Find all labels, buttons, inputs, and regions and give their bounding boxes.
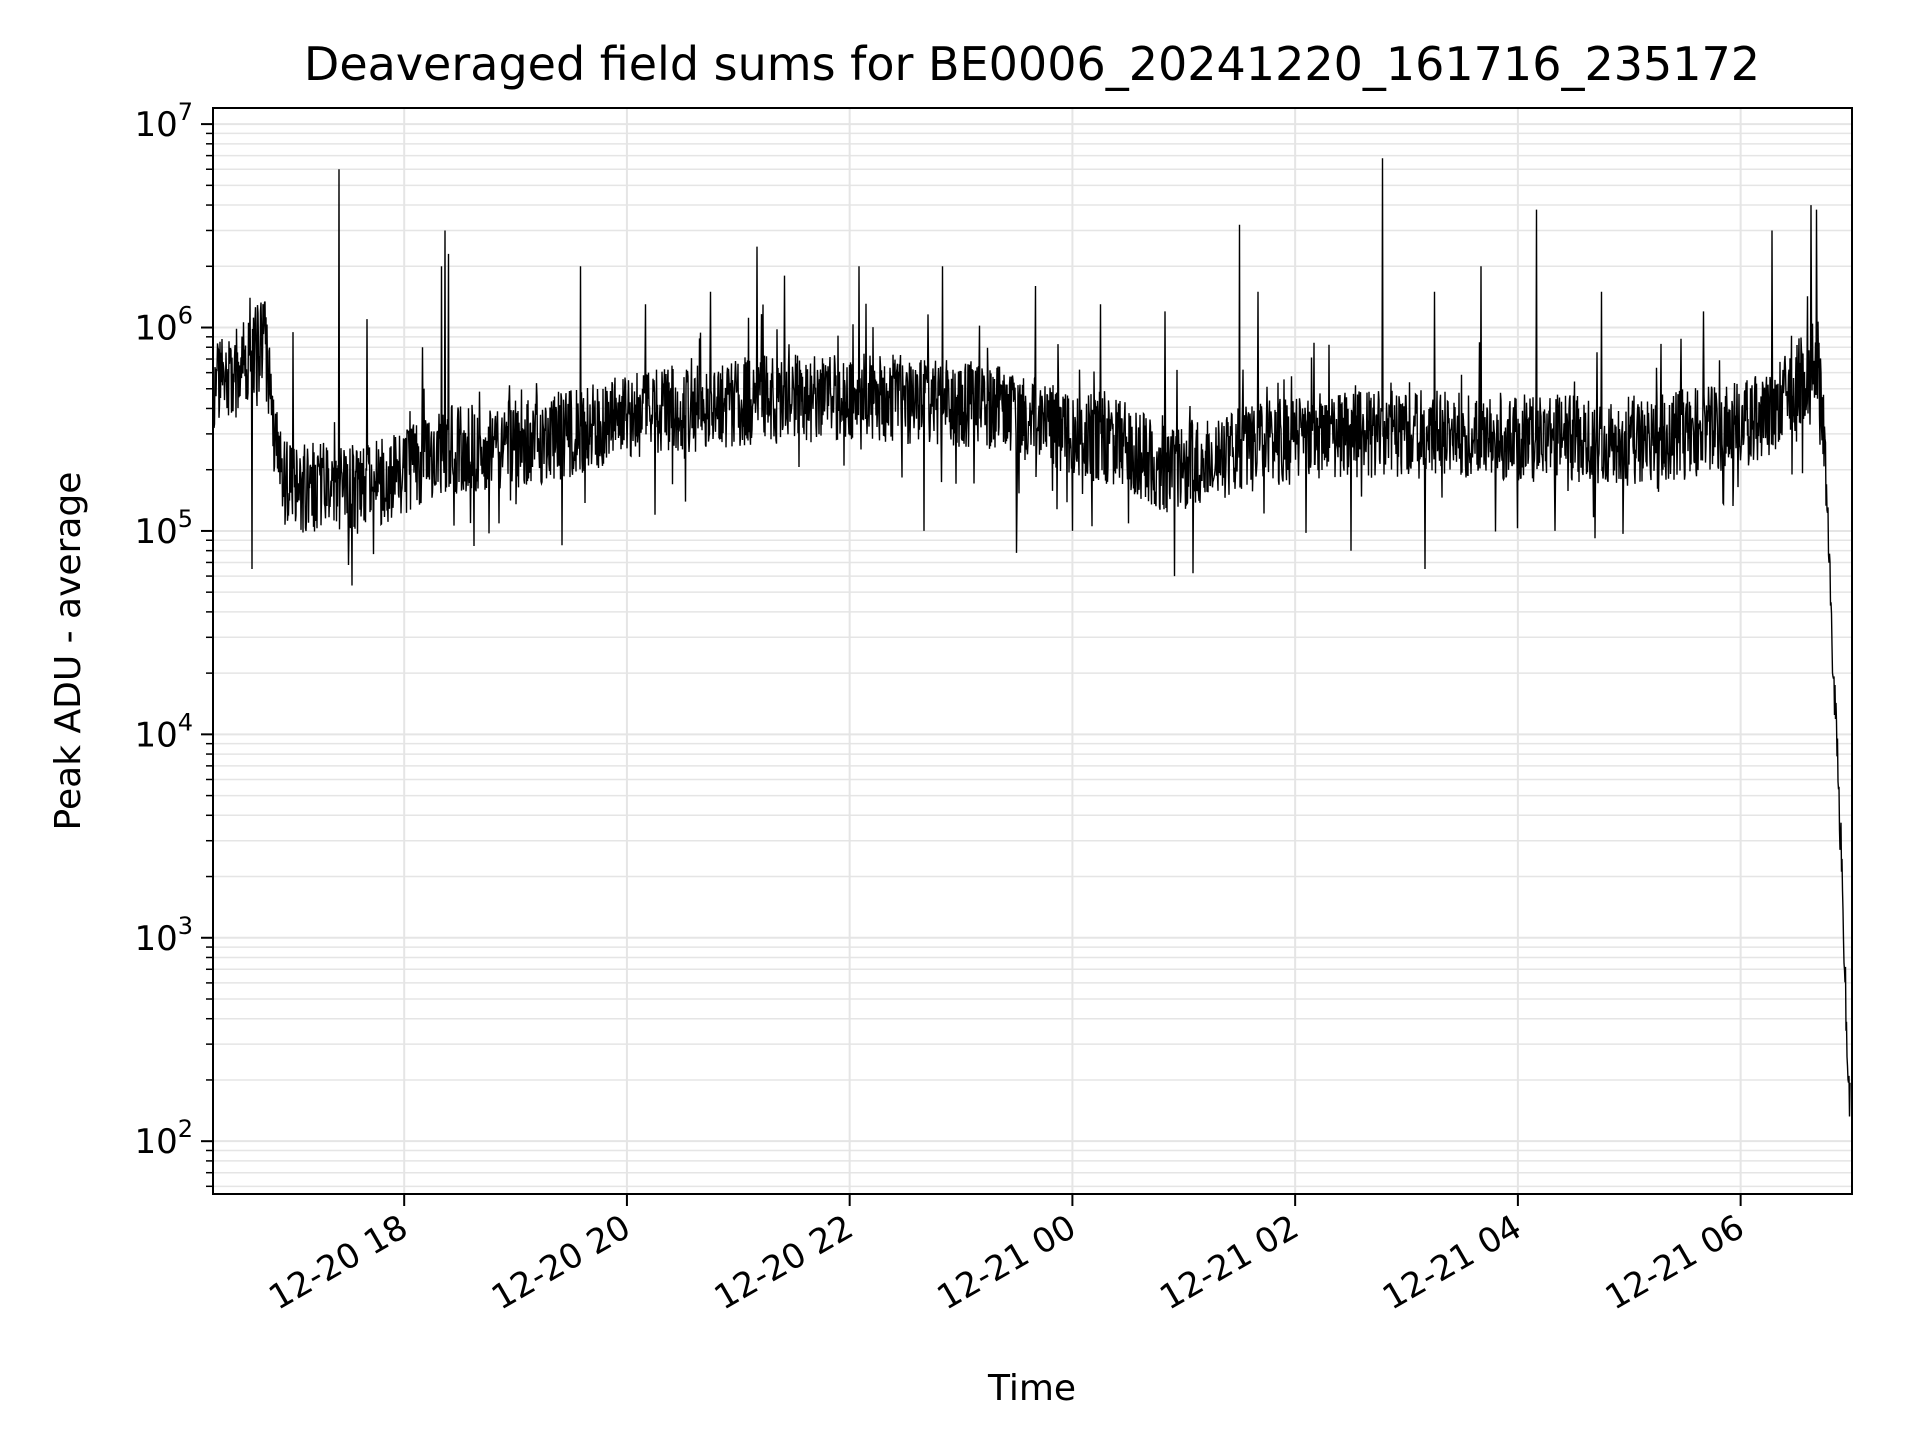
data-series [213, 158, 1851, 1117]
x-tick-label: 12-20 20 [485, 1207, 637, 1318]
x-tick-label: 12-21 00 [931, 1207, 1083, 1318]
y-tick-label: 106 [134, 302, 193, 349]
y-tick-label: 105 [134, 505, 193, 552]
plot-frame [212, 107, 1853, 1195]
y-axis: 102 103 104 105 106 107 [134, 98, 213, 1188]
x-tick-label: 12-21 06 [1599, 1207, 1751, 1318]
x-axis-label: Time [987, 1368, 1076, 1409]
y-tick-label: 107 [134, 98, 193, 145]
grid [213, 108, 1852, 1194]
x-axis: 12-20 18 12-20 20 12-20 22 12-21 00 12-21 02… [262, 1194, 1751, 1318]
y-tick-label: 104 [134, 708, 193, 755]
y-tick-label: 103 [134, 912, 193, 959]
x-tick-label: 12-20 22 [708, 1207, 860, 1318]
y-axis-label: Peak ADU - average [48, 472, 89, 831]
y-tick-label: 102 [134, 1115, 193, 1162]
chart-title: Deaveraged field sums for BE0006_2024122… [304, 37, 1760, 91]
x-tick-label: 12-20 18 [262, 1207, 414, 1318]
x-tick-label: 12-21 04 [1376, 1207, 1528, 1318]
series-line [213, 158, 1851, 1117]
x-tick-label: 12-21 02 [1153, 1207, 1305, 1318]
